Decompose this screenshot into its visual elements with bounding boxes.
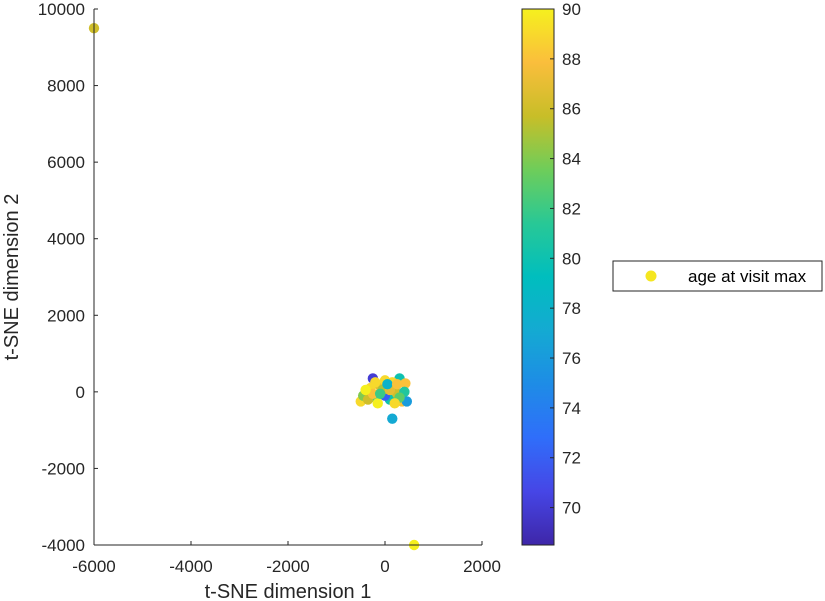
x-tick-label: 2000 [463, 557, 501, 576]
axes: -6000 -4000 -2000 0 2000 -4000 -2000 0 2000 4000 6… [38, 0, 501, 576]
x-tick-label: -6000 [72, 557, 115, 576]
y-tick-label: 6000 [47, 153, 85, 172]
data-point [360, 384, 371, 396]
colorbar-tick-label: 74 [562, 399, 581, 418]
legend-marker [645, 270, 657, 282]
data-point [400, 378, 411, 389]
data-point [370, 377, 381, 388]
data-point [387, 413, 398, 424]
colorbar-tick-label: 76 [562, 349, 581, 368]
plot-area [88, 22, 420, 551]
x-tick-label: -2000 [266, 557, 309, 576]
colorbar-tick-label: 70 [562, 499, 581, 518]
x-tick-label: -4000 [169, 557, 212, 576]
colorbar-tick-label: 90 [562, 0, 581, 19]
colorbar-tick-label: 80 [562, 249, 581, 268]
colorbar-tick-label: 88 [562, 50, 581, 69]
legend-entry-label: age at visit max [688, 267, 807, 286]
legend: age at visit max [612, 260, 823, 292]
y-tick-label: -2000 [42, 459, 85, 478]
x-axis-label: t-SNE dimension 1 [205, 581, 372, 601]
colorbar-tick-label: 78 [562, 299, 581, 318]
data-point [372, 398, 383, 409]
colorbar: 70 72 74 76 78 80 82 84 86 88 90 [521, 0, 581, 546]
y-axis-label: t-SNE dimension 2 [1, 194, 23, 361]
y-tick-label: 8000 [47, 77, 85, 96]
data-point [391, 379, 403, 390]
y-tick-label: 4000 [47, 230, 85, 249]
data-point [382, 379, 393, 390]
data-point [374, 388, 386, 399]
colorbar-gradient [521, 8, 555, 546]
y-tick-label: 2000 [47, 306, 85, 325]
colorbar-tick-label: 86 [562, 100, 581, 119]
data-point [389, 398, 400, 409]
y-tick-label: 0 [76, 383, 85, 402]
colorbar-tick-label: 84 [562, 150, 581, 169]
colorbar-tick-label: 72 [562, 449, 581, 468]
colorbar-tick-label: 82 [562, 199, 581, 218]
x-tick-label: 0 [380, 557, 389, 576]
y-tick-label: 10000 [38, 0, 85, 19]
y-tick-label: -4000 [42, 536, 85, 555]
